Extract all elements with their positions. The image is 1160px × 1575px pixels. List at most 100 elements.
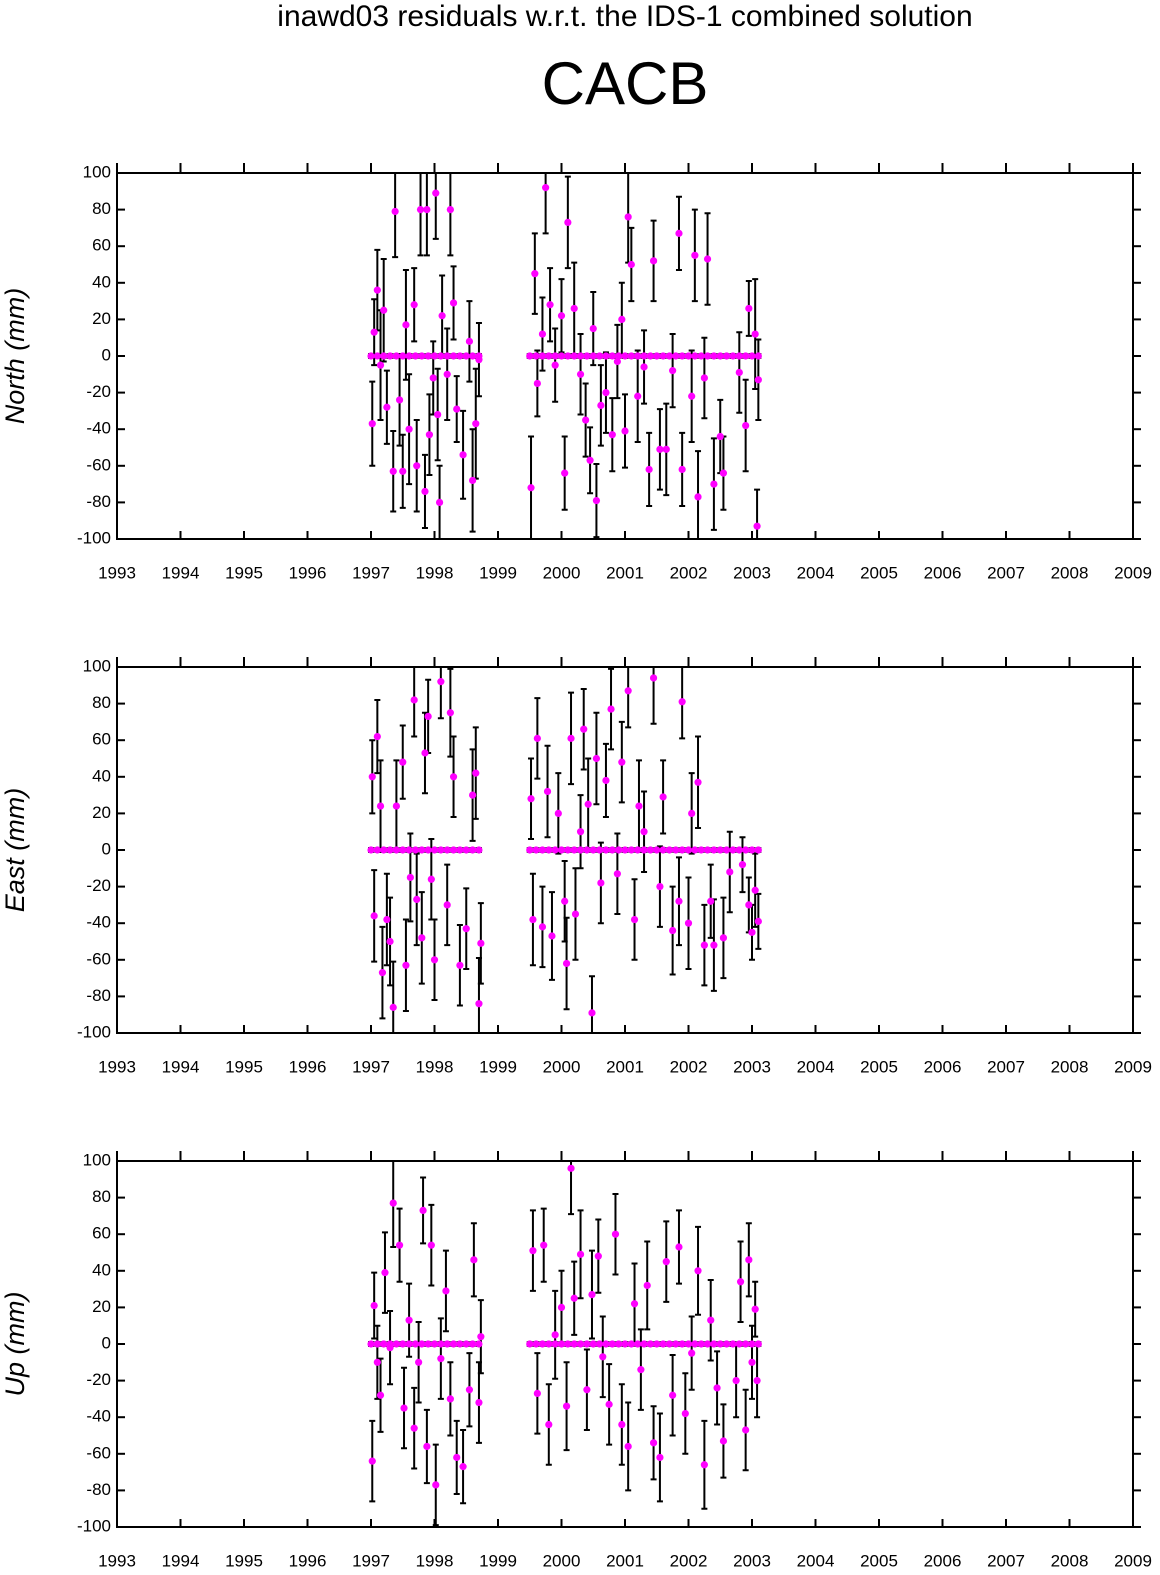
data-point [571, 910, 580, 918]
data-point [576, 352, 585, 360]
data-point [634, 392, 642, 400]
data-point [649, 257, 658, 265]
data-point [627, 260, 635, 269]
data-point [430, 352, 439, 360]
x-tick-label: 2007 [987, 563, 1025, 582]
x-tick-label: 2006 [924, 563, 962, 582]
y-tick-label: -80 [86, 492, 111, 511]
data-point [562, 1402, 571, 1410]
data-point [373, 286, 381, 294]
data-point [621, 1340, 629, 1348]
data-point [421, 749, 429, 757]
data-point [570, 1340, 578, 1348]
data-point [443, 352, 451, 360]
data-point [399, 352, 407, 360]
data-point [405, 1316, 413, 1324]
data-point [635, 802, 643, 810]
data-point [449, 846, 458, 854]
data-point [437, 1340, 445, 1348]
x-tick-label: 2000 [543, 563, 581, 582]
data-point [381, 1269, 389, 1277]
station-name: CACB [542, 50, 709, 117]
data-point [589, 846, 597, 854]
data-point [391, 207, 399, 216]
data-point [554, 809, 562, 818]
data-point [465, 337, 474, 345]
data-point [368, 420, 376, 428]
data-point [653, 1340, 661, 1348]
data-point [596, 846, 604, 854]
y-tick-label: 80 [92, 1187, 111, 1206]
x-tick-label: 2009 [1114, 1057, 1152, 1076]
data-point [735, 352, 743, 360]
data-point [533, 1389, 541, 1398]
data-point [716, 352, 724, 360]
data-point [423, 206, 431, 214]
y-tick-label: -40 [86, 1407, 111, 1426]
data-point [736, 1278, 745, 1286]
data-point [621, 352, 629, 360]
data-point [546, 301, 554, 309]
data-point [703, 1340, 712, 1348]
data-point [583, 846, 591, 854]
data-point [748, 1358, 756, 1366]
data-point [367, 1340, 375, 1348]
data-point [402, 321, 410, 329]
y-tick-label: -40 [86, 913, 111, 932]
data-point [418, 352, 426, 360]
data-point [576, 828, 585, 836]
data-point [526, 352, 534, 360]
data-point [373, 846, 381, 854]
data-point [697, 1340, 705, 1348]
data-point [707, 1316, 715, 1324]
data-point [597, 879, 605, 887]
data-point [602, 776, 610, 785]
data-point [380, 1340, 388, 1348]
data-point [719, 469, 728, 477]
x-tick-label: 2007 [987, 1551, 1025, 1570]
data-point [370, 912, 378, 920]
data-point [656, 445, 664, 453]
data-point [415, 1358, 423, 1366]
data-point [449, 1340, 458, 1348]
y-tick-label: 20 [92, 1297, 111, 1316]
data-point [443, 370, 451, 378]
data-point [669, 1391, 677, 1399]
x-tick-label: 1996 [289, 563, 327, 582]
data-point [662, 1258, 670, 1266]
data-point [659, 793, 667, 801]
data-point [723, 352, 731, 360]
data-point [615, 1340, 623, 1348]
data-point [392, 352, 400, 360]
data-point [615, 352, 623, 360]
data-point [527, 484, 535, 492]
x-tick-label: 2006 [924, 1551, 962, 1570]
data-point [567, 1164, 575, 1172]
data-point [529, 1247, 537, 1255]
data-point [430, 846, 439, 854]
data-point [716, 1340, 724, 1348]
data-point [630, 1300, 639, 1308]
data-point [592, 496, 601, 505]
data-point [570, 846, 578, 854]
data-point [561, 897, 569, 905]
plot-frame [116, 172, 1134, 540]
y-tick-label: 100 [83, 656, 111, 675]
data-point [557, 312, 566, 320]
data-point [707, 897, 715, 905]
data-point [570, 1294, 578, 1302]
data-point [538, 1340, 547, 1348]
data-point [456, 846, 464, 854]
data-point [678, 352, 686, 360]
data-point [751, 330, 759, 338]
x-tick-label: 1993 [98, 1057, 136, 1076]
data-point [678, 465, 686, 474]
data-point [602, 352, 610, 360]
data-point [437, 678, 445, 686]
data-point [624, 687, 632, 695]
data-point [640, 352, 648, 360]
x-tick-label: 2004 [797, 1551, 835, 1570]
data-point [608, 431, 616, 439]
data-point [745, 304, 753, 313]
